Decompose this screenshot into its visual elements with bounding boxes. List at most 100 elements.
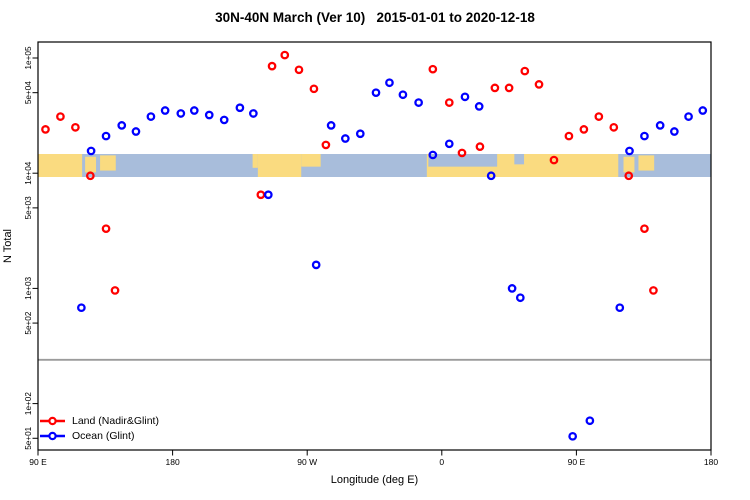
- data-point-ocean: [189, 106, 199, 115]
- map-strip-land: [38, 154, 83, 177]
- data-point-land: [444, 98, 454, 107]
- data-point-ocean: [670, 127, 679, 136]
- y-tick-label: 5e+04: [24, 81, 33, 104]
- x-axis-label: Longitude (deg E): [330, 474, 419, 486]
- map-strip-land: [623, 156, 635, 173]
- open-circle-icon: [48, 431, 57, 441]
- data-point-land: [640, 224, 649, 234]
- legend-item-ocean: Ocean (Glint): [40, 429, 159, 443]
- y-tick-label: 1e+02: [24, 392, 33, 415]
- land-series-symbol: [40, 416, 65, 426]
- data-point-land: [101, 224, 111, 234]
- y-tick-label: 1e+05: [24, 46, 33, 69]
- data-point-ocean: [355, 129, 365, 139]
- data-point-land: [564, 131, 574, 141]
- data-point-ocean: [311, 260, 321, 270]
- data-point-land: [256, 190, 266, 200]
- data-point-land: [534, 80, 544, 89]
- data-point-land: [579, 125, 589, 134]
- data-point-ocean: [474, 102, 484, 111]
- map-strip-land: [301, 154, 321, 167]
- data-point-land: [294, 65, 304, 75]
- x-tick-label: 90 W: [297, 457, 317, 467]
- x-tick-label: 180: [166, 457, 180, 467]
- y-axis-label: N Total: [2, 228, 14, 264]
- map-strip-inland-sea: [428, 154, 498, 167]
- legend: Land (Nadir&Glint) Ocean (Glint): [40, 414, 159, 443]
- x-tick-label: 90 E: [29, 457, 47, 467]
- data-point-ocean: [585, 416, 595, 426]
- map-strip-land: [257, 154, 302, 177]
- data-point-land: [609, 123, 619, 132]
- data-point-ocean: [204, 110, 214, 120]
- chart-title: 30N-40N March (Ver 10) 2015-01-01 to 202…: [215, 10, 535, 25]
- data-point-land: [428, 64, 438, 74]
- data-point-land: [475, 142, 485, 152]
- data-point-land: [280, 50, 290, 60]
- data-point-ocean: [655, 121, 665, 130]
- y-tick-label: 1e+03: [24, 276, 33, 299]
- data-point-ocean: [146, 112, 156, 121]
- data-point-ocean: [515, 293, 525, 303]
- data-point-ocean: [398, 90, 408, 100]
- data-point-ocean: [160, 106, 170, 115]
- data-point-land: [624, 171, 634, 181]
- data-point-ocean: [625, 146, 634, 156]
- data-point-ocean: [568, 431, 578, 441]
- data-point-land: [490, 83, 500, 93]
- map-strip-land: [252, 154, 258, 168]
- map-strip-land: [638, 155, 655, 171]
- y-tick-label: 5e+02: [24, 311, 33, 334]
- map-strip-land: [100, 155, 116, 171]
- data-point-ocean: [640, 131, 649, 141]
- legend-label-ocean: Ocean (Glint): [72, 430, 135, 442]
- data-point-ocean: [414, 98, 423, 107]
- data-point-ocean: [615, 303, 625, 313]
- data-point-land: [110, 286, 120, 295]
- data-point-ocean: [698, 106, 708, 115]
- data-point-ocean: [77, 303, 86, 313]
- data-point-ocean: [428, 150, 438, 160]
- data-point-ocean: [684, 112, 693, 121]
- map-strip-inland-sea: [514, 154, 525, 165]
- data-point-ocean: [117, 121, 127, 130]
- data-point-land: [267, 61, 277, 71]
- data-point-land: [457, 148, 467, 158]
- data-point-land: [85, 171, 95, 181]
- data-point-land: [321, 140, 331, 150]
- data-point-ocean: [249, 109, 258, 118]
- legend-label-land: Land (Nadir&Glint): [72, 415, 159, 427]
- data-point-land: [71, 123, 80, 132]
- data-point-ocean: [385, 78, 394, 88]
- data-point-ocean: [486, 171, 496, 181]
- data-point-ocean: [507, 284, 517, 293]
- data-point-ocean: [235, 103, 245, 113]
- x-tick-label: 180: [704, 457, 718, 467]
- data-point-ocean: [444, 139, 454, 149]
- data-point-ocean: [131, 127, 141, 136]
- data-point-ocean: [340, 134, 350, 143]
- x-tick-label: 90 E: [568, 457, 586, 467]
- y-tick-label: 5e+01: [24, 426, 33, 449]
- data-point-ocean: [101, 131, 111, 141]
- data-point-land: [309, 84, 319, 94]
- data-point-land: [649, 286, 658, 295]
- ocean-series-symbol: [40, 431, 65, 441]
- y-tick-label: 1e+04: [24, 161, 33, 184]
- data-point-land: [594, 112, 604, 121]
- data-point-ocean: [263, 190, 273, 200]
- legend-item-land: Land (Nadir&Glint): [40, 414, 159, 428]
- data-point-land: [549, 155, 559, 165]
- plot-border: [37, 41, 712, 451]
- data-point-land: [41, 125, 50, 134]
- y-tick-label: 5e+03: [24, 196, 33, 219]
- map-strip-land: [85, 156, 97, 173]
- data-point-ocean: [371, 88, 381, 98]
- open-circle-icon: [48, 416, 57, 426]
- data-point-ocean: [176, 109, 186, 118]
- data-point-land: [520, 66, 530, 76]
- data-point-land: [56, 112, 65, 121]
- x-tick-label: 0: [439, 457, 444, 467]
